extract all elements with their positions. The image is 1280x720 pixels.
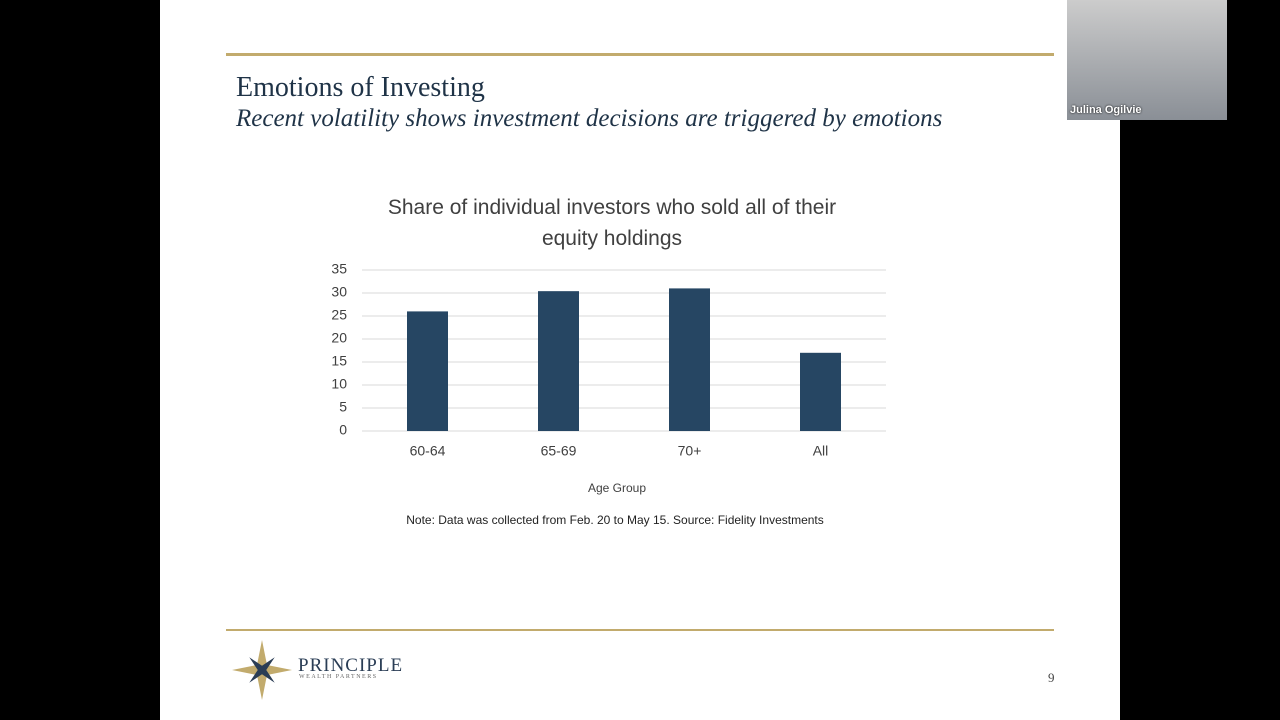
x-tick-label: 70+: [678, 443, 702, 459]
bar: [538, 291, 579, 431]
slide-title: Emotions of Investing: [236, 72, 485, 103]
bar: [800, 352, 841, 431]
x-tick-label: All: [813, 443, 829, 459]
y-tick-label: 10: [331, 376, 347, 392]
chart-title: Share of individual investors who sold a…: [387, 196, 837, 250]
logo-name: PRINCIPLE: [298, 655, 404, 676]
y-tick-label: 35: [331, 261, 347, 277]
x-tick-label: 65-69: [541, 443, 577, 459]
bar: [669, 288, 710, 431]
participant-name: Julina Ogilvie: [1070, 104, 1142, 116]
video-thumbnail[interactable]: Julina Ogilvie: [1067, 0, 1227, 120]
chart: 0 5 10 15 20 25 30 35 60-64 65-69 70+ All Age Group: [331, 261, 886, 495]
y-tick-label: 15: [331, 353, 347, 369]
logo-tagline: WEALTH PARTNERS: [299, 674, 378, 680]
y-tick-label: 20: [331, 330, 347, 346]
bar: [407, 311, 448, 431]
y-tick-label: 25: [331, 307, 347, 323]
slide: Emotions of Investing Recent volatility …: [160, 0, 1120, 720]
divider: [226, 629, 1054, 631]
logo-icon: [232, 640, 292, 700]
y-tick-label: 30: [331, 284, 347, 300]
x-tick-label: 60-64: [410, 443, 446, 459]
y-tick-label: 0: [339, 422, 347, 438]
x-axis-label: Age Group: [588, 481, 646, 495]
divider: [226, 53, 1054, 56]
y-tick-label: 5: [339, 399, 347, 415]
page-number: 9: [1048, 670, 1055, 685]
slide-subtitle: Recent volatility shows investment decis…: [236, 105, 943, 132]
note: Note: Data was collected from Feb. 20 to…: [406, 513, 824, 527]
